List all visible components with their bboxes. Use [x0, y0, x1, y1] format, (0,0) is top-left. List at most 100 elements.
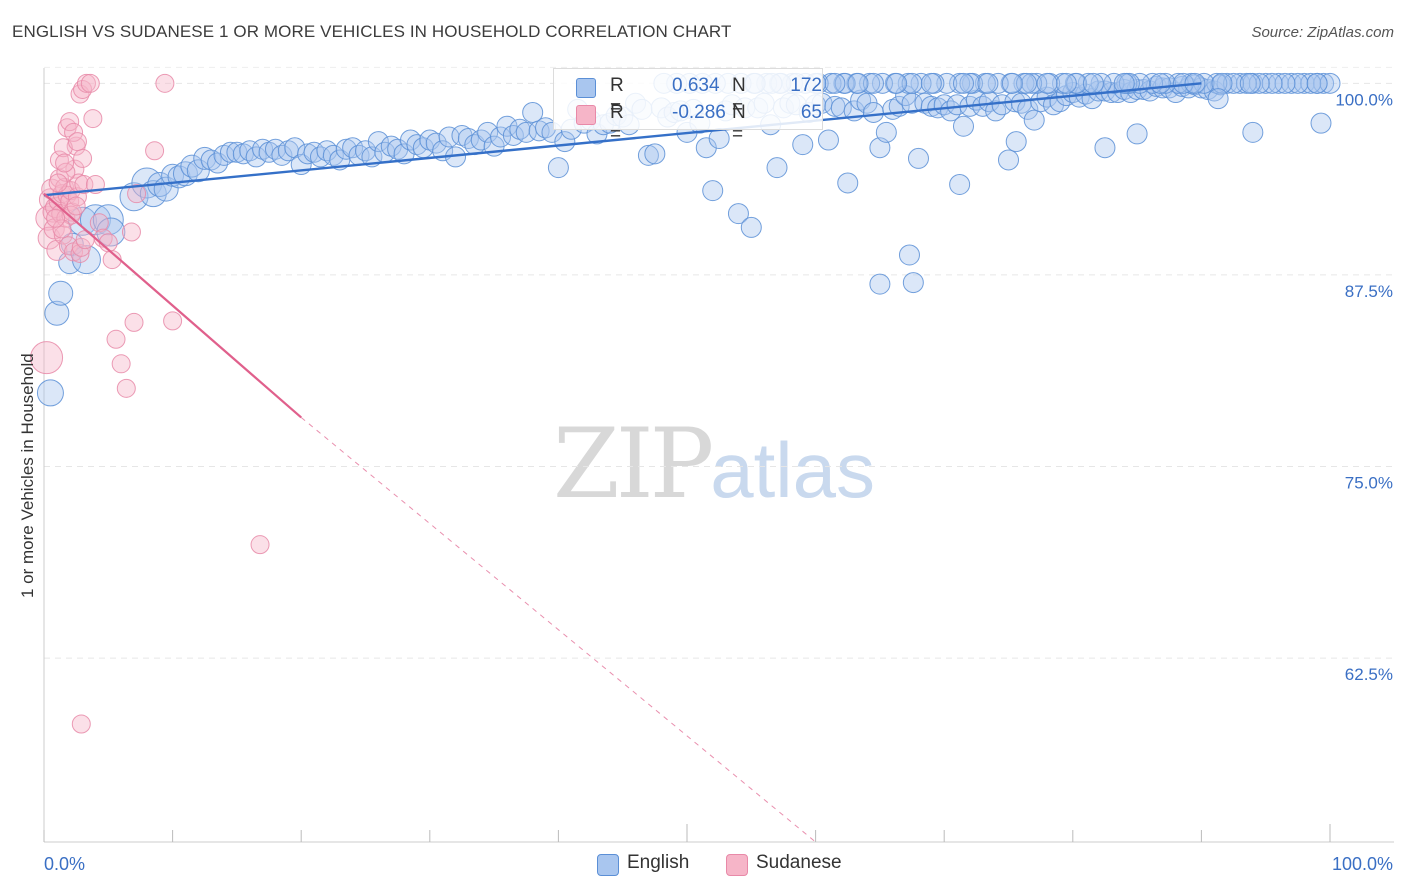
english-point: [1118, 72, 1140, 94]
english-point: [740, 216, 762, 238]
english-point: [907, 147, 929, 169]
english-point: [380, 135, 402, 157]
sudanese-point: [106, 329, 126, 349]
sudanese-point: [53, 225, 73, 245]
english-point: [200, 149, 222, 171]
english-point: [1113, 72, 1135, 94]
sudanese-point: [83, 109, 103, 129]
english-point: [998, 149, 1019, 171]
english-point: [1005, 131, 1027, 153]
legend-n-value: 65: [800, 102, 822, 123]
sudanese-point: [53, 138, 73, 158]
english-point: [837, 172, 859, 194]
english-point: [1126, 123, 1148, 145]
english-point: [1319, 72, 1341, 94]
english-point: [862, 72, 884, 94]
sudanese-points: [30, 73, 270, 734]
x-tick-label-left: 0.0%: [44, 854, 85, 874]
english-point: [213, 144, 235, 166]
legend-label-sudanese: Sudanese: [756, 852, 842, 873]
watermark-logo: ZIPatlas: [553, 408, 875, 520]
trend-lines: [43, 82, 1202, 843]
english-point: [1036, 72, 1058, 94]
english-point: [1239, 72, 1261, 94]
english-point: [1094, 137, 1116, 159]
english-point: [792, 134, 814, 156]
sudanese-point: [30, 341, 64, 375]
english-point: [702, 180, 724, 202]
english-point: [1268, 72, 1290, 94]
stats-legend: R = 0.634 N = 172 R = -0.286 N = 65: [553, 68, 823, 145]
sudanese-point: [55, 153, 75, 173]
english-point: [1310, 112, 1332, 134]
english-point: [1287, 72, 1309, 94]
english-point: [79, 204, 111, 236]
english-point: [952, 115, 974, 137]
english-point: [92, 204, 124, 236]
english-point: [522, 101, 544, 123]
sudanese-point: [49, 150, 69, 170]
sudanese-point: [111, 354, 131, 374]
sudanese-point: [124, 312, 144, 332]
legend-swatch-english: [576, 78, 596, 98]
source-label: Source: ZipAtlas.com: [1251, 24, 1394, 41]
english-point: [1149, 72, 1171, 94]
english-point: [1055, 72, 1077, 94]
english-point: [644, 143, 666, 165]
sudanese-point: [73, 148, 93, 168]
english-point: [727, 203, 749, 225]
english-point: [1274, 72, 1296, 94]
english-point: [252, 138, 274, 160]
english-point: [139, 180, 167, 208]
english-point: [886, 72, 908, 94]
y-tick-label: 75.0%: [1345, 473, 1393, 492]
english-point: [1021, 72, 1043, 94]
sudanese-point: [71, 714, 91, 734]
sudanese-point: [163, 311, 183, 331]
english-point: [367, 131, 389, 153]
english-point: [914, 92, 936, 114]
legend-r-label: R =: [610, 75, 624, 118]
chart-title: ENGLISH VS SUDANESE 1 OR MORE VEHICLES I…: [12, 22, 732, 41]
english-point: [901, 72, 923, 94]
english-point: [766, 157, 788, 179]
english-point: [949, 173, 971, 195]
english-point: [920, 72, 942, 94]
english-point: [959, 72, 981, 94]
english-point: [1280, 72, 1302, 94]
english-point: [817, 129, 839, 151]
english-point: [509, 118, 531, 140]
english-point: [875, 121, 897, 143]
sudanese-point: [67, 132, 87, 152]
english-point: [1248, 72, 1270, 94]
sudanese-point: [60, 112, 80, 132]
y-tick-label: 62.5%: [1345, 665, 1393, 684]
watermark-zip: ZIP: [553, 408, 714, 520]
legend-r-label: R =: [610, 102, 624, 145]
english-point: [952, 72, 974, 94]
sudanese-point: [46, 208, 66, 228]
watermark-atlas: atlas: [710, 426, 875, 514]
sudanese-trend-extension: [300, 417, 816, 843]
english-point: [36, 379, 64, 407]
english-point: [44, 300, 70, 326]
sudanese-trend-line: [43, 192, 302, 419]
english-point: [502, 124, 524, 146]
axes: [43, 68, 1394, 843]
english-point: [824, 72, 846, 94]
english-point: [258, 141, 280, 163]
sudanese-point: [64, 122, 84, 142]
english-point: [68, 206, 98, 236]
english-point: [977, 72, 999, 94]
legend-swatch-sudanese: [726, 854, 748, 876]
legend-r-value: -0.286: [672, 102, 726, 123]
sudanese-point: [155, 73, 175, 93]
legend-n-label: N =: [732, 102, 746, 145]
english-point: [985, 100, 1007, 122]
english-point: [1255, 72, 1277, 94]
english-point: [902, 272, 924, 294]
english-point: [637, 144, 659, 166]
english-point: [335, 138, 357, 160]
english-point: [991, 94, 1013, 116]
sudanese-point: [66, 196, 86, 216]
